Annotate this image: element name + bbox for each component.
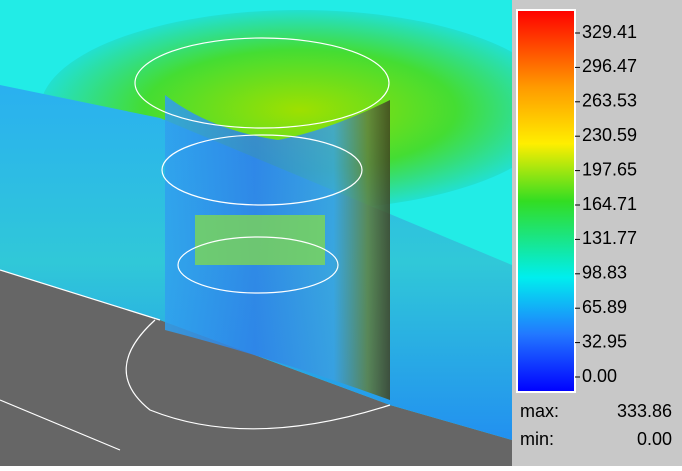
tick-label: 164.71 — [582, 194, 637, 214]
tick-label: 197.65 — [582, 159, 637, 179]
tick-label: 0.00 — [582, 366, 617, 386]
tick-label: 65.89 — [582, 297, 627, 317]
max-value: 333.86 — [617, 401, 672, 421]
tick-label: 263.53 — [582, 91, 637, 111]
max-label: max: — [520, 401, 559, 421]
tick-label: 131.77 — [582, 228, 637, 248]
tick-label: 98.83 — [582, 263, 627, 283]
min-value: 0.00 — [637, 429, 672, 449]
neck-region — [195, 215, 325, 265]
tick-label: 296.47 — [582, 56, 637, 76]
simulation-view: 329.41 296.47 263.53 230.59 197.65 164.71 131.… — [0, 0, 682, 466]
min-label: min: — [520, 429, 554, 449]
tick-label: 32.95 — [582, 331, 627, 351]
tick-label: 329.41 — [582, 22, 637, 42]
colorbar — [517, 10, 575, 392]
tick-label: 230.59 — [582, 125, 637, 145]
